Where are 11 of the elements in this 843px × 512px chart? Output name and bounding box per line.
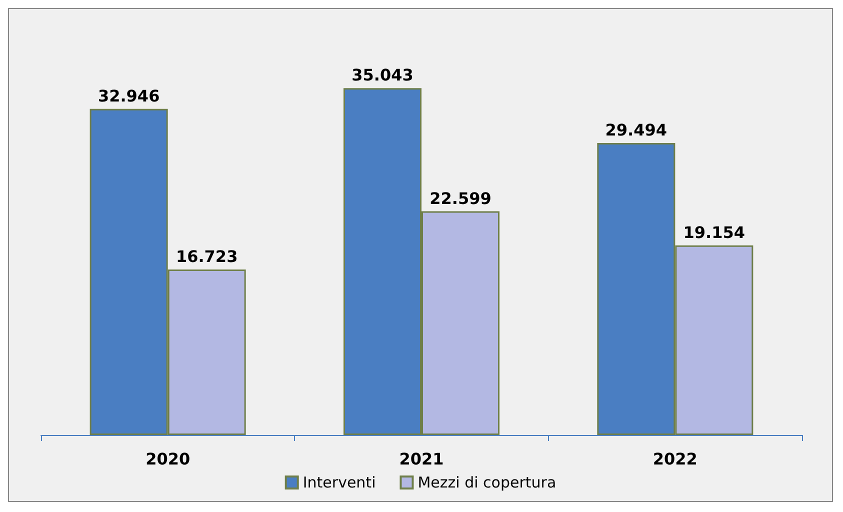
data-label: 22.599: [430, 188, 492, 208]
legend-label: Interventi: [302, 474, 376, 492]
data-label: 32.946: [98, 86, 160, 106]
x-tick-label: 2020: [146, 450, 190, 468]
x-tick-label: 2022: [652, 450, 698, 468]
legend-label: Mezzi di copertura: [418, 474, 556, 492]
data-label: 35.043: [352, 66, 414, 85]
data-label: 19.154: [683, 222, 746, 242]
data-label: 29.494: [605, 120, 668, 140]
x-tick-label: 2021: [399, 450, 444, 468]
data-label: 16.723: [176, 246, 238, 266]
